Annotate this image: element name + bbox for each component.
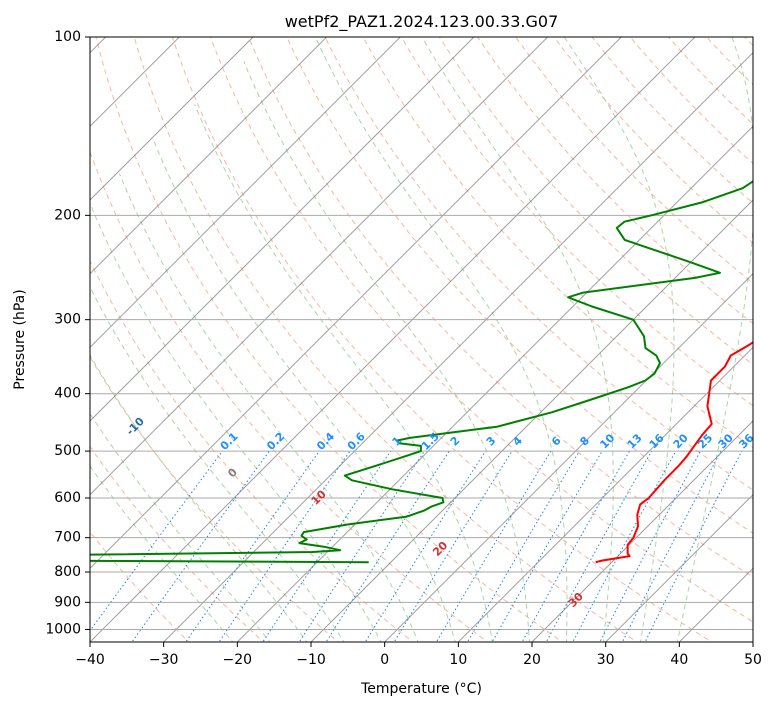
y-tick-label: 100 [54, 29, 81, 45]
y-tick-label: 700 [54, 530, 81, 546]
isotherm-line [457, 346, 753, 642]
y-axis-label: Pressure (hPa) [12, 289, 28, 389]
moist-adiabat [243, 61, 530, 642]
y-tick-label: 800 [54, 564, 81, 580]
temperature-profile-line [595, 341, 753, 564]
mixing-ratio-line [298, 450, 425, 642]
y-tick-label: 1000 [45, 621, 81, 637]
moist-adiabat [118, 173, 419, 642]
dry-adiabat [209, 37, 753, 623]
isotherm-line [310, 199, 753, 642]
y-tick-label: 300 [54, 312, 81, 328]
y-tick-label: 200 [54, 207, 81, 223]
mixing-ratio-line [599, 450, 701, 642]
isotherm-line [604, 493, 753, 642]
y-tick-label: 400 [54, 386, 81, 402]
x-tick-label: 40 [670, 652, 688, 668]
mixing-ratio-line [393, 450, 513, 642]
isotherm-line [90, 37, 475, 422]
isotherm-line [90, 37, 623, 570]
y-tick-label: 500 [54, 443, 81, 459]
background-lines [90, 37, 753, 642]
x-tick-label: −10 [296, 652, 326, 668]
x-tick-label: −20 [223, 652, 253, 668]
isotherm-line [90, 37, 696, 642]
dry-adiabat [90, 150, 489, 642]
x-tick-label: 30 [597, 652, 615, 668]
moist-adiabat [563, 37, 675, 642]
dry-adiabat [248, 37, 753, 578]
dry-adiabat [400, 37, 753, 407]
x-tick-label: 10 [449, 652, 467, 668]
mixing-ratio-line [90, 450, 223, 632]
moist-adiabat [90, 201, 382, 642]
isotherm-line [162, 51, 753, 642]
isotherm-line [90, 37, 254, 201]
dry-adiabat [171, 37, 713, 642]
dewpoint-profile-line [90, 180, 753, 564]
moist-adiabat [194, 104, 493, 642]
dry-adiabat-label: 40 [717, 641, 737, 661]
moist-adiabat [90, 465, 234, 642]
x-tick-label: 20 [523, 652, 541, 668]
moist-adiabat [314, 37, 568, 642]
mixing-ratio-line [621, 450, 722, 642]
moist-adiabat [421, 37, 614, 642]
dry-adiabat [324, 37, 753, 491]
data-series [90, 180, 753, 564]
isotherm-line [90, 37, 402, 349]
mixing-ratio-line [185, 450, 320, 642]
moist-adiabat [90, 286, 345, 642]
chart-title: wetPf2_PAZ1.2024.123.00.33.G07 [285, 12, 559, 32]
y-tick-label: 900 [54, 594, 81, 610]
dry-adiabat [286, 37, 753, 534]
x-tick-label: −30 [149, 652, 179, 668]
mixing-ratio-line [131, 450, 270, 642]
mixing-ratio-line [218, 450, 351, 642]
mixing-ratio-line [364, 450, 486, 642]
x-axis-label: Temperature (°C) [360, 681, 482, 697]
plot-frame [89, 36, 754, 643]
x-tick-label: 0 [380, 652, 389, 668]
isotherm-line [531, 420, 753, 642]
isotherm-line [383, 272, 753, 642]
moist-adiabat [90, 354, 308, 642]
axes: −40 −30 −20 −10 0 10 20 30 40 50 100 200 300 400 500 60… [45, 29, 762, 668]
isotherm-line [236, 125, 753, 642]
mixing-ratio-line [466, 450, 580, 642]
y-tick-label: 600 [54, 490, 81, 506]
x-tick-label: 50 [744, 652, 762, 668]
mixing-ratio-line [262, 450, 392, 642]
x-tick-label: −40 [75, 652, 105, 668]
isotherm-line [90, 37, 549, 496]
isotherm-line [90, 37, 328, 275]
